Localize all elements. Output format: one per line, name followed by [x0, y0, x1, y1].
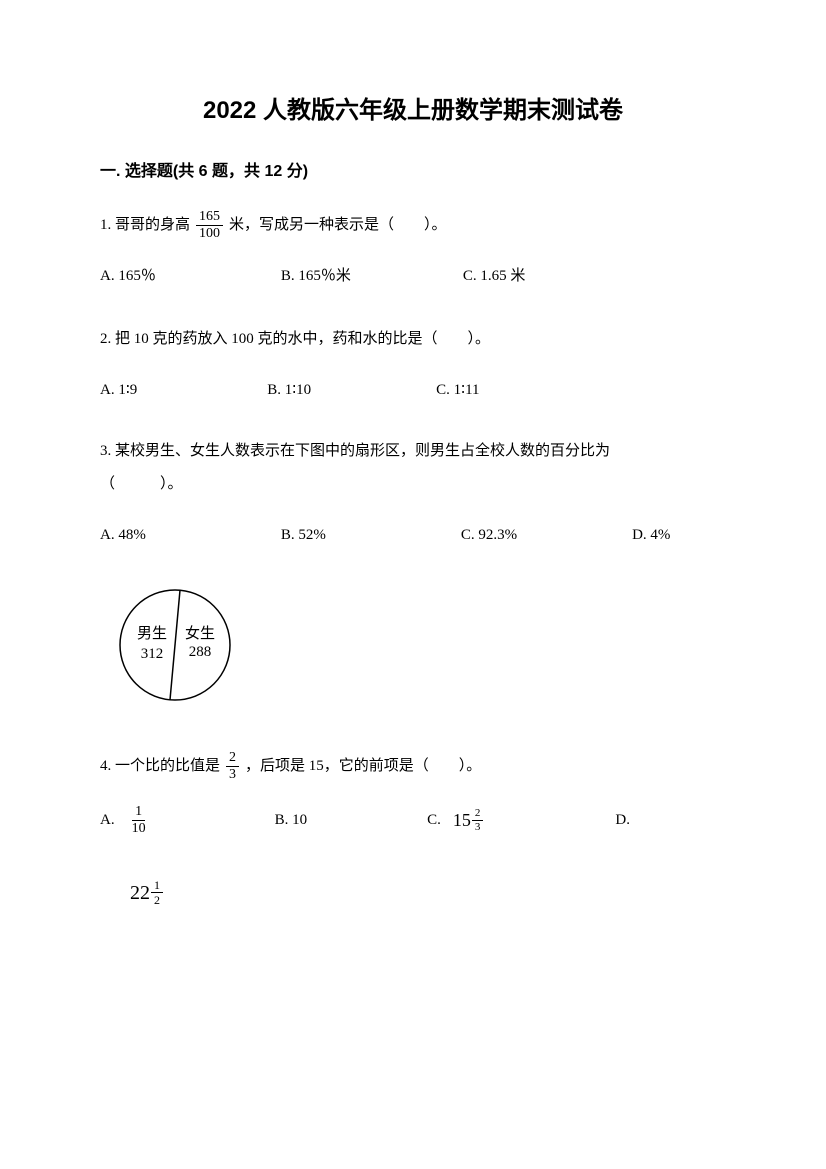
q3-option-d: D. 4%: [632, 519, 670, 552]
question-1: 1. 哥哥的身高 165 100 米，写成另一种表示是（ ）。 A. 165％ …: [100, 209, 726, 293]
pie-right-label: 女生: [185, 624, 215, 642]
q4-options: A. 1 10 B. 10 C. 15 2 3 D.: [100, 801, 726, 841]
q4-optC-mixed: 15 2 3: [453, 801, 484, 841]
q4-optA-num: 1: [132, 805, 145, 821]
q4-optC-whole: 15: [453, 801, 471, 841]
q4-extra-fraction: 1 2: [151, 879, 163, 906]
q3-options: A. 48% B. 52% C. 92.3% D. 4%: [100, 519, 726, 552]
q4-optA-den: 10: [129, 821, 149, 836]
q4-prefix: 4. 一个比的比值是: [100, 750, 220, 783]
q1-option-b: B. 165％米: [281, 260, 351, 293]
q4-suffix: ，后项是 15，它的前项是（ ）。: [245, 750, 481, 783]
q4-option-a: A. 1 10: [100, 804, 155, 837]
q4-optC-fraction: 2 3: [472, 808, 484, 833]
pie-svg: 男生 312 女生 288: [110, 580, 240, 710]
q2-option-a: A. 1∶9: [100, 374, 137, 407]
q1-frac-num: 165: [196, 210, 223, 226]
section-header: 一. 选择题(共 6 题，共 12 分): [100, 157, 726, 181]
pie-left-value: 312: [141, 646, 164, 662]
q4-extra-num: 1: [151, 879, 163, 893]
q4-extra-value: 22 1 2: [126, 871, 726, 915]
q4-option-d: D.: [615, 804, 630, 837]
q4-optA-fraction: 1 10: [129, 805, 149, 836]
q2-text: 2. 把 10 克的药放入 100 克的水中，药和水的比是（ ）。: [100, 323, 490, 356]
q3-option-c: C. 92.3%: [461, 519, 517, 552]
q1-option-a: A. 165％: [100, 260, 156, 293]
q1-option-c: C. 1.65 米: [463, 260, 526, 293]
q3-line2: （ ）。: [100, 468, 726, 501]
question-2: 2. 把 10 克的药放入 100 克的水中，药和水的比是（ ）。 A. 1∶9…: [100, 323, 726, 407]
q2-option-c: C. 1∶11: [436, 374, 479, 407]
question-3: 3. 某校男生、女生人数表示在下图中的扇形区，则男生占全校人数的百分比为 （ ）…: [100, 435, 726, 552]
q4-fraction: 2 3: [226, 751, 239, 782]
q4-option-b: B. 10: [275, 804, 308, 837]
q4-optC-num: 2: [472, 808, 484, 821]
q4-optA-label: A.: [100, 804, 115, 837]
q4-optC-label: C.: [427, 804, 441, 837]
q1-suffix: 米，写成另一种表示是（ ）。: [229, 209, 447, 242]
q4-frac-den: 3: [226, 767, 239, 782]
q4-frac-num: 2: [226, 751, 239, 767]
q1-stem: 1. 哥哥的身高 165 100 米，写成另一种表示是（ ）。: [100, 209, 726, 242]
q3-option-b: B. 52%: [281, 519, 326, 552]
q4-extra-whole: 22: [130, 871, 150, 915]
question-4: 4. 一个比的比值是 2 3 ，后项是 15，它的前项是（ ）。 A. 1 10…: [100, 750, 726, 915]
q1-prefix: 1. 哥哥的身高: [100, 209, 190, 242]
q4-extra-mixed: 22 1 2: [130, 871, 163, 915]
q1-fraction: 165 100: [196, 210, 223, 241]
pie-left-label: 男生: [137, 625, 167, 642]
q4-optC-den: 3: [472, 821, 484, 833]
q2-stem: 2. 把 10 克的药放入 100 克的水中，药和水的比是（ ）。: [100, 323, 726, 356]
q1-frac-den: 100: [196, 226, 223, 241]
pie-right-value: 288: [189, 644, 212, 660]
q3-line1: 3. 某校男生、女生人数表示在下图中的扇形区，则男生占全校人数的百分比为: [100, 435, 726, 468]
q4-stem: 4. 一个比的比值是 2 3 ，后项是 15，它的前项是（ ）。: [100, 750, 726, 783]
q1-options: A. 165％ B. 165％米 C. 1.65 米: [100, 260, 726, 293]
q4-extra-den: 2: [151, 893, 163, 906]
q2-option-b: B. 1∶10: [267, 374, 311, 407]
q4-option-c: C. 15 2 3: [427, 801, 487, 841]
q3-option-a: A. 48%: [100, 519, 146, 552]
page-title: 2022 人教版六年级上册数学期末测试卷: [100, 90, 726, 125]
pie-chart: 男生 312 女生 288: [110, 580, 726, 710]
q2-options: A. 1∶9 B. 1∶10 C. 1∶11: [100, 374, 726, 407]
